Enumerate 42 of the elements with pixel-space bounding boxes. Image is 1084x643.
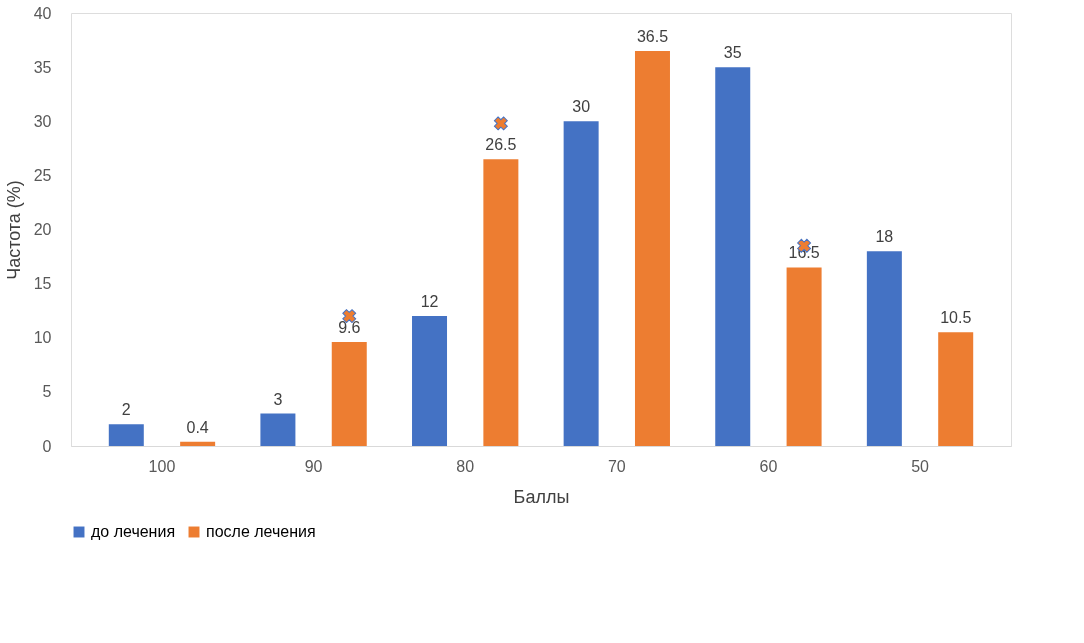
x-tick-label: 50 (911, 457, 930, 475)
y-tick-label: 35 (33, 58, 52, 76)
bar (715, 67, 751, 446)
bar (866, 251, 902, 446)
data-label: 9.6 (338, 319, 361, 337)
y-tick-label: 30 (33, 112, 52, 130)
bar (563, 121, 599, 446)
legend-label: после лечения (206, 523, 316, 540)
data-label: 0.4 (186, 418, 209, 436)
x-tick-label: 80 (456, 457, 475, 475)
data-label: 26.5 (485, 136, 517, 154)
x-tick-label: 100 (148, 457, 176, 475)
y-tick-label: 25 (33, 166, 52, 184)
data-label: 2 (121, 401, 131, 419)
y-tick-label: 5 (42, 383, 52, 401)
data-label: 36.5 (636, 27, 669, 45)
data-label: 18 (875, 228, 894, 246)
bar (483, 159, 519, 446)
y-tick-label: 10 (33, 329, 52, 347)
bar (412, 316, 448, 446)
y-tick-label: 40 (33, 4, 52, 22)
y-tick-label: 0 (42, 437, 52, 455)
y-axis-title: Частота (%) (3, 180, 24, 280)
bar (634, 50, 670, 446)
data-label: 10.5 (940, 309, 972, 327)
y-tick-label: 20 (33, 221, 52, 238)
data-label: 3 (273, 390, 283, 408)
bar (180, 441, 216, 446)
y-tick-label: 15 (33, 275, 52, 293)
bar (331, 342, 367, 446)
data-label: 30 (572, 98, 591, 116)
x-tick-label: 90 (304, 457, 323, 475)
x-tick-label: 60 (759, 457, 778, 475)
data-label: 35 (723, 44, 742, 62)
bar (108, 424, 144, 446)
bar (260, 413, 296, 446)
x-axis-title: Баллы (513, 486, 570, 507)
bar (938, 332, 974, 446)
bar (786, 267, 822, 446)
legend-label: до лечения (91, 523, 176, 540)
data-label: 12 (420, 293, 439, 311)
x-tick-label: 70 (607, 457, 626, 475)
